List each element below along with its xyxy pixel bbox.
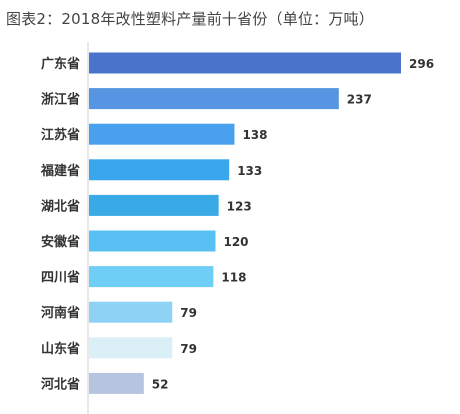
bar bbox=[89, 159, 230, 181]
bar bbox=[89, 230, 216, 252]
bar bbox=[89, 337, 173, 359]
category-label: 广东省 bbox=[41, 56, 80, 72]
value-label: 296 bbox=[409, 57, 434, 71]
value-label: 120 bbox=[223, 235, 248, 249]
category-label: 福建省 bbox=[40, 163, 80, 179]
value-label: 123 bbox=[227, 199, 252, 213]
bar bbox=[89, 266, 214, 288]
value-label: 237 bbox=[347, 93, 372, 107]
value-label: 79 bbox=[180, 306, 197, 320]
category-label: 河北省 bbox=[41, 376, 80, 392]
bar bbox=[89, 194, 219, 216]
bar bbox=[89, 372, 144, 394]
bar bbox=[89, 123, 235, 145]
category-label: 山东省 bbox=[41, 341, 80, 357]
bar bbox=[89, 52, 401, 74]
category-label: 四川省 bbox=[41, 270, 80, 286]
bar bbox=[89, 88, 339, 110]
category-label: 河南省 bbox=[41, 305, 80, 321]
value-label: 79 bbox=[180, 342, 197, 356]
chart-title: 图表2：2018年改性塑料产量前十省份（单位：万吨） bbox=[6, 10, 374, 28]
value-label: 52 bbox=[152, 377, 169, 391]
value-label: 118 bbox=[221, 271, 246, 285]
bar bbox=[89, 301, 173, 323]
value-label: 133 bbox=[237, 164, 262, 178]
value-label: 138 bbox=[242, 128, 267, 142]
category-label: 浙江省 bbox=[41, 92, 80, 108]
category-label: 江苏省 bbox=[41, 127, 80, 143]
category-label: 安徽省 bbox=[41, 234, 80, 250]
category-label: 湖北省 bbox=[41, 198, 80, 214]
